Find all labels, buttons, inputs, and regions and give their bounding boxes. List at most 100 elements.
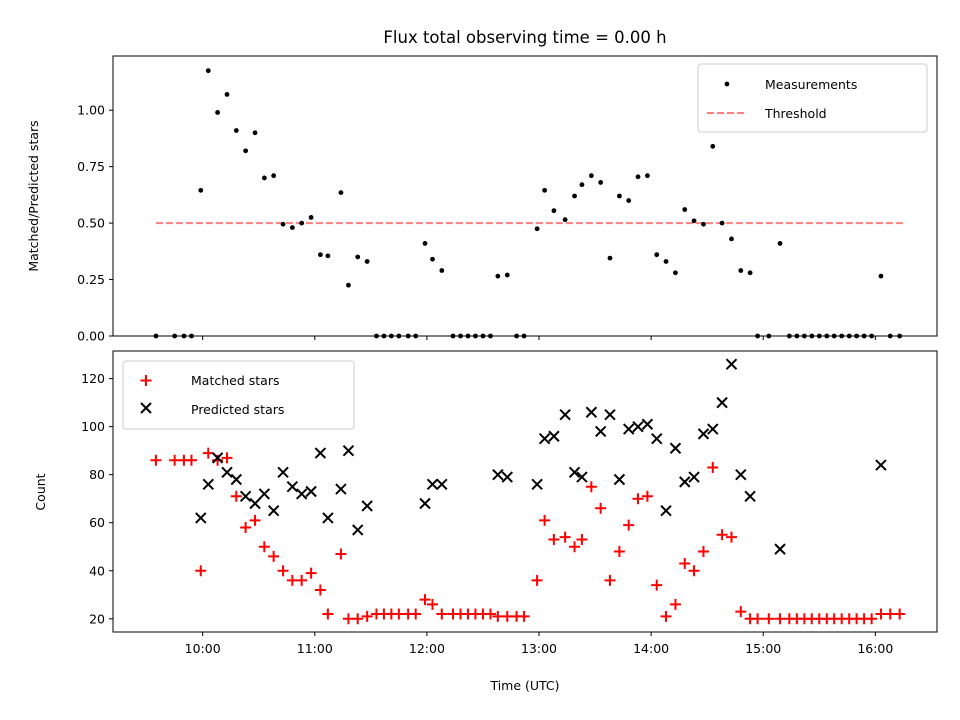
matched-star-point — [240, 522, 252, 534]
matched-star-point — [707, 461, 719, 473]
measurement-point — [495, 273, 501, 279]
predicted-star-point — [239, 490, 252, 503]
bottom-legend: Matched stars Predicted stars — [122, 360, 355, 430]
measurement-point — [504, 272, 510, 278]
predicted-star-point — [660, 505, 672, 517]
top-y-tick-label: 0.25 — [77, 272, 105, 287]
predicted-star-point — [548, 430, 560, 442]
matched-star-point — [305, 567, 317, 579]
measurement-point — [243, 148, 249, 154]
measurement-point — [729, 236, 734, 242]
bottom-y-tick-label: 100 — [81, 419, 105, 434]
predicted-star-point — [632, 420, 644, 433]
matched-star-point — [884, 608, 896, 620]
top-y-tick-label: 0.75 — [77, 159, 105, 174]
predicted-star-point — [613, 473, 626, 486]
top-y-tick-label: 1.00 — [77, 103, 105, 118]
bottom-y-tick-label: 120 — [81, 371, 105, 386]
top-legend-box — [697, 63, 928, 133]
measurement-point — [280, 221, 286, 227]
predicted-star-point — [295, 488, 308, 500]
measurement-point — [663, 259, 669, 264]
predicted-star-point — [688, 471, 700, 483]
measurement-point — [626, 198, 632, 203]
matched-star-point — [569, 541, 581, 553]
measurement-point — [572, 193, 577, 199]
matched-star-point — [548, 534, 560, 546]
measurement-point — [682, 207, 688, 212]
measurement-point — [299, 220, 305, 226]
matched-star-point — [518, 610, 530, 622]
top-axes: 0.00 0.25 0.50 0.75 1.00 Matched/Predicted s… — [26, 55, 938, 344]
measurement-point — [673, 270, 678, 276]
bottom-x-tick-label: 12:00 — [409, 641, 445, 656]
matched-star-point — [894, 608, 906, 620]
predicted-star-point — [651, 432, 663, 445]
matched-star-point — [604, 574, 616, 586]
bottom-x-tick-label: 16:00 — [857, 641, 893, 656]
measurement-point — [738, 268, 744, 273]
measurement-point — [271, 173, 277, 179]
predicted-star-point — [538, 432, 551, 445]
matched-star-point — [623, 519, 635, 531]
matched-star-point — [688, 565, 700, 577]
matched-star-point — [726, 531, 738, 543]
matched-star-point — [230, 490, 242, 502]
matched-star-point — [286, 574, 298, 586]
measurement-point — [635, 174, 641, 180]
bottom-y-ticks: 20 40 60 80 100 120 — [81, 371, 113, 626]
measurement-point — [534, 226, 540, 232]
bottom-y-tick-label: 80 — [89, 467, 105, 482]
matched-star-point — [697, 546, 709, 558]
matched-star-point — [202, 447, 214, 459]
chart-title: Flux total observing time = 0.00 h — [383, 28, 666, 47]
bottom-y-tick-label: 20 — [89, 611, 105, 626]
predicted-star-point — [875, 459, 887, 471]
bottom-y-tick-label: 40 — [89, 563, 105, 578]
legend-predicted-marker — [140, 402, 152, 414]
predicted-star-point — [335, 483, 347, 495]
measurement-point — [579, 182, 585, 188]
bottom-y-axis-label: Count — [33, 473, 48, 510]
predicted-star-point — [305, 485, 317, 498]
measurement-point — [325, 253, 331, 259]
matched-star-point — [352, 613, 364, 625]
matched-star-point — [322, 608, 334, 620]
measurement-point — [654, 252, 660, 258]
matched-star-point — [419, 594, 431, 606]
matched-star-point — [716, 529, 728, 541]
measurement-point — [338, 190, 344, 196]
matched-star-point — [735, 606, 747, 618]
matched-star-point — [585, 481, 597, 493]
measurement-point — [710, 143, 716, 149]
matched-star-point — [875, 608, 887, 620]
legend-matched-marker — [140, 375, 152, 386]
top-y-tick-label: 0.00 — [77, 329, 105, 344]
matched-star-point — [258, 541, 270, 553]
predicted-star-point — [568, 466, 581, 478]
measurement-point — [562, 217, 568, 223]
matched-star-point — [169, 454, 181, 466]
matched-star-point — [763, 613, 775, 625]
matched-star-point — [651, 579, 663, 591]
predicted-star-point — [669, 442, 682, 454]
matched-star-point — [866, 613, 878, 625]
predicted-star-point — [774, 543, 786, 555]
predicted-star-point — [342, 444, 355, 457]
predicted-star-point — [641, 418, 654, 430]
measurement-point — [233, 128, 239, 133]
bottom-x-ticks: 10:00 11:00 12:00 13:00 14:00 15:00 16:00 — [185, 632, 893, 656]
matched-star-point — [314, 584, 326, 596]
measurement-point — [289, 225, 295, 231]
measurement-point — [747, 270, 753, 276]
predicted-star-point — [604, 408, 616, 421]
predicted-star-point — [211, 452, 224, 464]
predicted-star-point — [258, 488, 271, 500]
legend-predicted-label: Predicted stars — [191, 402, 284, 417]
predicted-star-point — [707, 423, 719, 435]
measurement-point — [777, 241, 783, 246]
matched-star-point — [335, 548, 347, 560]
matched-star-point — [660, 610, 672, 622]
bottom-x-tick-label: 13:00 — [521, 641, 557, 656]
